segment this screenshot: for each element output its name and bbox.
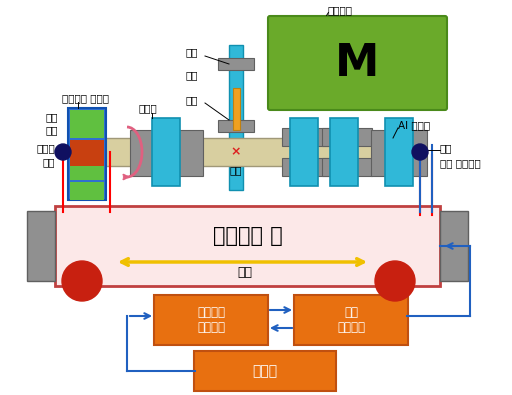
Text: 진동: 진동: [238, 265, 252, 278]
FancyBboxPatch shape: [282, 158, 332, 176]
FancyBboxPatch shape: [70, 140, 104, 166]
Text: 블라스틱 주측대: 블라스틱 주측대: [62, 93, 109, 103]
FancyBboxPatch shape: [70, 164, 104, 180]
FancyBboxPatch shape: [95, 138, 420, 166]
FancyBboxPatch shape: [154, 295, 268, 345]
Circle shape: [62, 261, 102, 301]
FancyBboxPatch shape: [290, 118, 318, 186]
Text: 소재: 소재: [42, 157, 55, 167]
Circle shape: [375, 261, 415, 301]
Text: M: M: [335, 41, 380, 85]
FancyBboxPatch shape: [70, 110, 104, 138]
Circle shape: [412, 144, 428, 160]
Text: 알루미는 판: 알루미는 판: [212, 226, 283, 246]
Text: 이동
콘트롤러: 이동 콘트롤러: [337, 306, 365, 334]
FancyBboxPatch shape: [27, 211, 55, 281]
FancyBboxPatch shape: [70, 154, 104, 162]
Text: 회전모터: 회전모터: [328, 5, 352, 15]
Text: 베어링: 베어링: [139, 103, 157, 113]
Text: 컴퓨터: 컴퓨터: [252, 364, 278, 378]
Circle shape: [55, 144, 71, 160]
Text: Al 중공축: Al 중공축: [398, 120, 430, 130]
FancyBboxPatch shape: [55, 206, 440, 286]
FancyBboxPatch shape: [322, 128, 372, 146]
FancyBboxPatch shape: [152, 118, 180, 186]
FancyBboxPatch shape: [130, 130, 158, 176]
Text: 언마재: 언마재: [36, 143, 55, 153]
FancyBboxPatch shape: [218, 58, 254, 70]
Text: 전기 슬라이드: 전기 슬라이드: [440, 158, 481, 168]
FancyBboxPatch shape: [70, 140, 104, 152]
Text: 자석: 자석: [46, 112, 58, 122]
FancyBboxPatch shape: [399, 130, 427, 176]
FancyBboxPatch shape: [294, 295, 408, 345]
FancyBboxPatch shape: [322, 158, 372, 176]
Text: 풀리: 풀리: [186, 47, 198, 57]
FancyBboxPatch shape: [385, 118, 413, 186]
FancyBboxPatch shape: [68, 108, 106, 200]
FancyBboxPatch shape: [268, 16, 447, 110]
FancyBboxPatch shape: [70, 182, 104, 200]
FancyBboxPatch shape: [229, 45, 243, 190]
FancyBboxPatch shape: [218, 120, 254, 132]
Text: 롤러: 롤러: [440, 143, 453, 153]
FancyBboxPatch shape: [194, 351, 336, 391]
FancyBboxPatch shape: [330, 118, 358, 186]
Text: 구조: 구조: [230, 165, 242, 175]
FancyBboxPatch shape: [440, 211, 468, 281]
Text: ×: ×: [231, 145, 241, 158]
Text: 슬라이드
콘트롤러: 슬라이드 콘트롤러: [197, 306, 225, 334]
FancyBboxPatch shape: [371, 130, 399, 176]
Text: 풀리: 풀리: [186, 95, 198, 105]
Text: 자극: 자극: [46, 125, 58, 135]
FancyBboxPatch shape: [175, 130, 203, 176]
FancyBboxPatch shape: [233, 88, 240, 130]
Text: 벌트: 벌트: [186, 70, 198, 80]
FancyBboxPatch shape: [282, 128, 332, 146]
